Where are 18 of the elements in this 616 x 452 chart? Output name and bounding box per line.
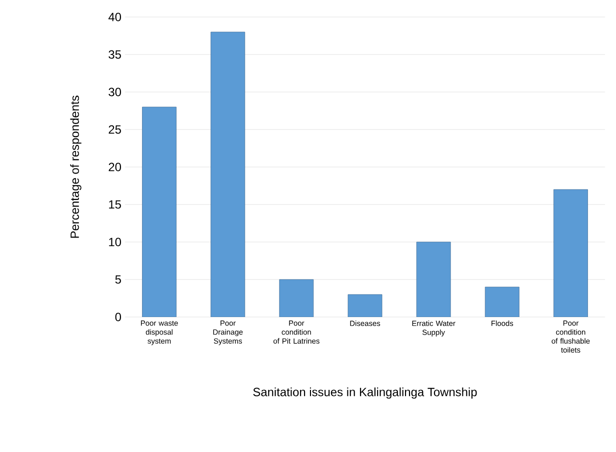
x-axis-title: Sanitation issues in Kalingalinga Township xyxy=(253,387,477,399)
y-tick-label: 30 xyxy=(108,88,122,96)
y-tick-label: 15 xyxy=(109,200,121,209)
bar xyxy=(348,294,382,317)
y-tick-label: 25 xyxy=(108,125,121,134)
y-tick-label: 5 xyxy=(115,275,121,284)
y-tick-label: 0 xyxy=(115,312,122,322)
bar xyxy=(210,32,246,317)
bar xyxy=(416,242,451,317)
y-tick-label: 20 xyxy=(108,162,122,172)
bar xyxy=(554,189,588,317)
y-tick-label: 35 xyxy=(108,50,121,59)
y-tick-label: 10 xyxy=(109,238,122,246)
bar xyxy=(279,279,314,317)
bar xyxy=(484,286,520,317)
bar xyxy=(142,106,176,317)
y-axis-title: Percentage of respondents xyxy=(70,96,82,238)
y-tick-label: 40 xyxy=(108,12,122,22)
